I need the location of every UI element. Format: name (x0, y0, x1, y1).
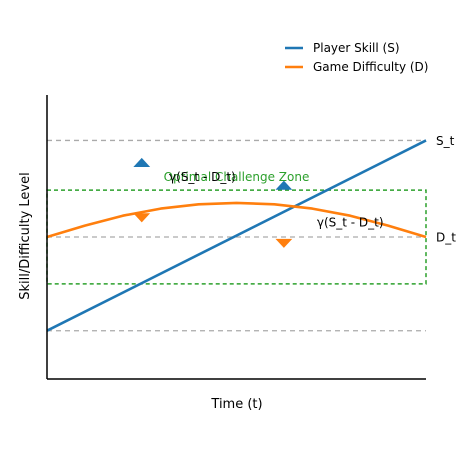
marker-1 (133, 213, 151, 223)
marker-2 (275, 180, 293, 190)
annotation-0: γ(S_t - D_t) (169, 170, 236, 184)
axes (46, 95, 426, 380)
marker-3 (275, 238, 293, 248)
line-label-0: S_t (436, 134, 455, 148)
x-axis-label: Time (t) (210, 397, 262, 412)
series-line-0 (46, 139, 427, 332)
series-lines (46, 139, 427, 332)
line-label-1: D_t (436, 231, 456, 245)
zone-label: Optimal Challenge Zone (164, 170, 310, 184)
legend: Player Skill (S) Game Difficulty (D) (285, 41, 428, 74)
series-line-1 (46, 201, 427, 239)
legend-label-1: Game Difficulty (D) (313, 60, 428, 74)
annotation-1: γ(S_t - D_t) (317, 215, 384, 229)
y-axis-label: Skill/Difficulty Level (18, 172, 33, 299)
annotations: γ(S_t - D_t) γ(S_t - D_t) (169, 170, 384, 229)
legend-label-0: Player Skill (S) (313, 41, 400, 55)
reference-lines: S_t D_t (47, 134, 456, 332)
markers (133, 157, 293, 248)
marker-0 (133, 157, 151, 168)
